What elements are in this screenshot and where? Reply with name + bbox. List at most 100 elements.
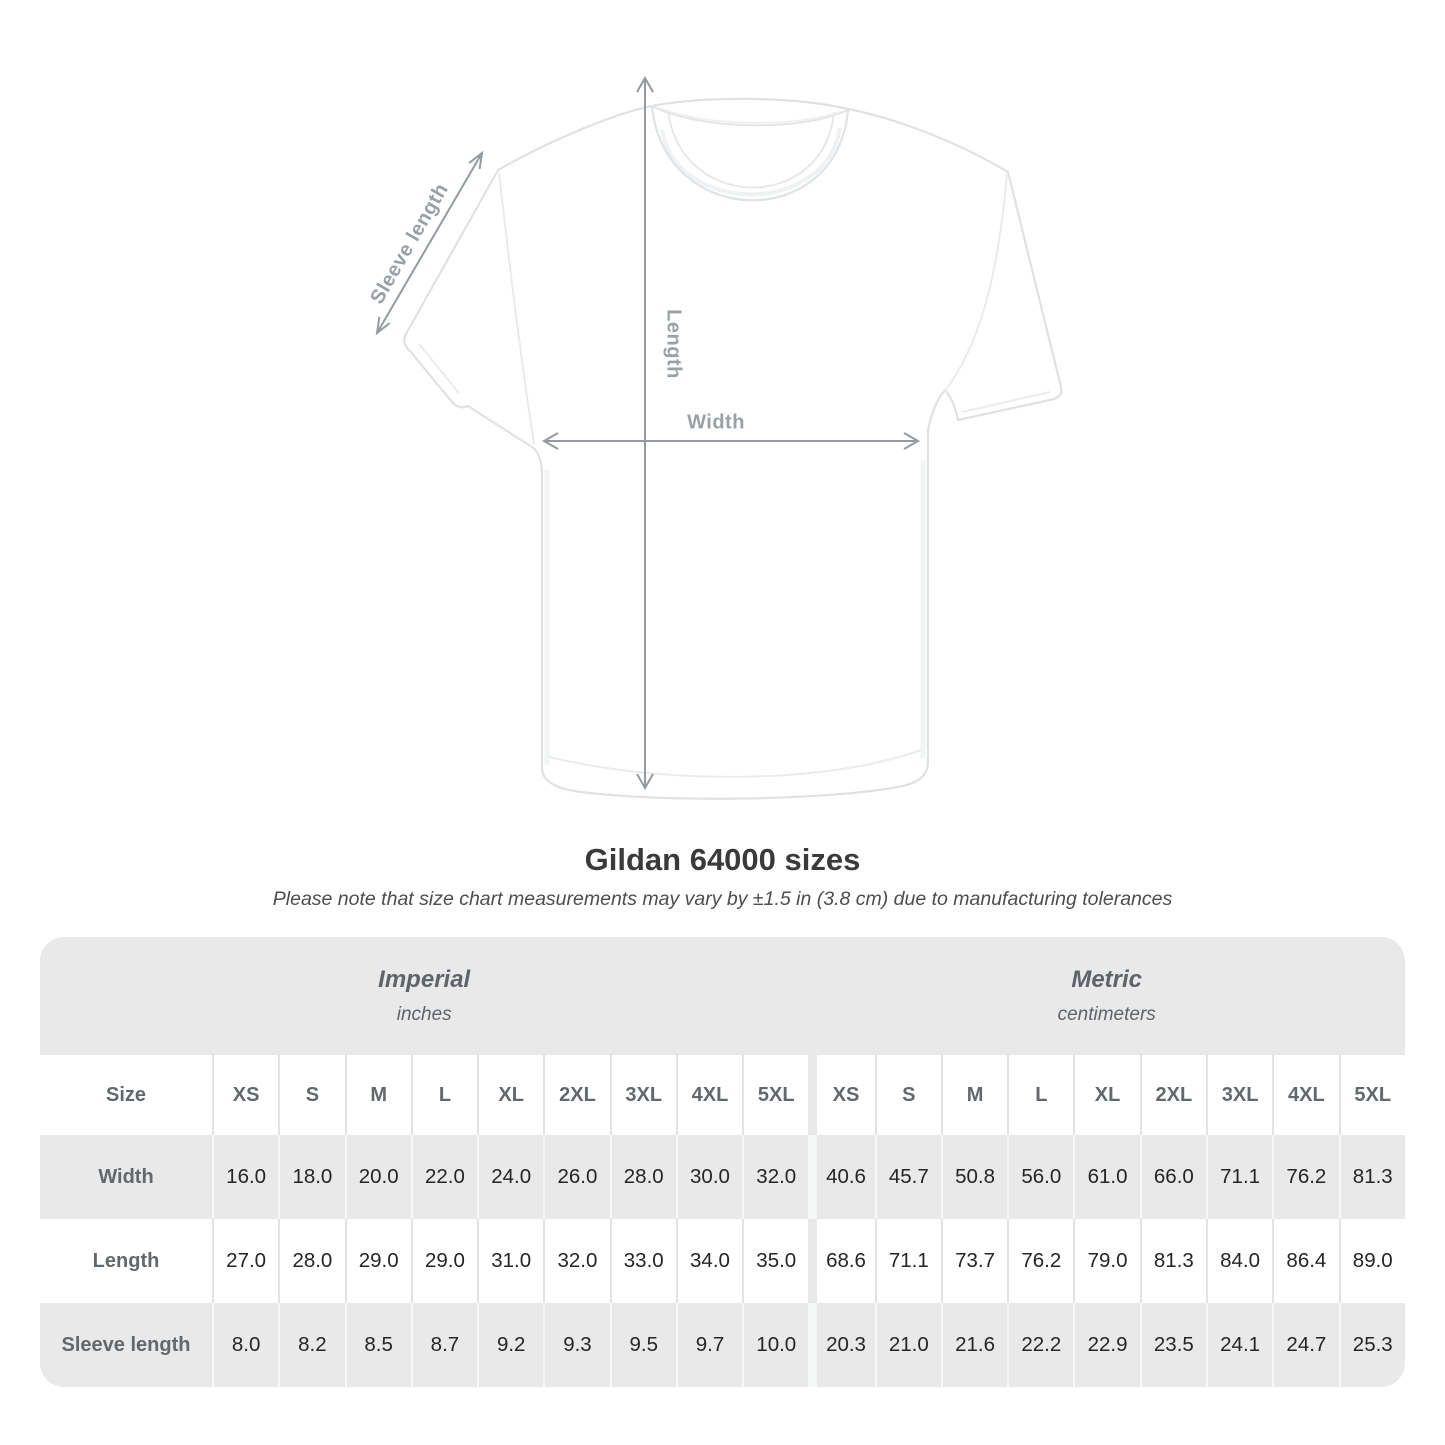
width-metric-m: 50.8 [940, 1135, 1008, 1219]
tshirt-measurement-diagram: Sleeve length Length Width [366, 75, 1063, 800]
width-metric-xl: 61.0 [1073, 1135, 1140, 1219]
sleeve-length-metric-xs: 20.3 [808, 1303, 875, 1387]
sleeve-length-imperial-3xl: 9.5 [609, 1303, 676, 1387]
width-imperial-2xl: 26.0 [543, 1135, 610, 1219]
length-arrow [636, 75, 654, 791]
width-arrow-label: Width [687, 411, 745, 434]
width-imperial-4xl: 30.0 [675, 1135, 743, 1219]
size-header-metric-l: L [1007, 1055, 1074, 1135]
size-header-metric-4xl: 4XL [1272, 1055, 1339, 1135]
length-imperial-s: 28.0 [278, 1219, 345, 1303]
tshirt-silhouette [403, 97, 1063, 800]
sleeve-length-imperial-s: 8.2 [278, 1303, 345, 1387]
length-imperial-xs: 27.0 [212, 1219, 279, 1303]
size-header-imperial-m: M [344, 1055, 411, 1135]
tshirt-illustration [375, 75, 1063, 800]
width-metric-5xl: 81.3 [1338, 1135, 1405, 1219]
row-label: Width [40, 1135, 212, 1219]
length-imperial-5xl: 35.0 [742, 1219, 809, 1303]
size-header-metric-s: S [874, 1055, 941, 1135]
width-imperial-s: 18.0 [278, 1135, 345, 1219]
width-imperial-5xl: 32.0 [742, 1135, 809, 1219]
width-imperial-l: 22.0 [410, 1135, 478, 1219]
length-metric-xl: 79.0 [1073, 1219, 1140, 1303]
page-title: Gildan 64000 sizes [584, 842, 861, 877]
length-imperial-4xl: 34.0 [675, 1219, 743, 1303]
width-metric-l: 56.0 [1007, 1135, 1074, 1219]
length-imperial-xl: 31.0 [477, 1219, 544, 1303]
width-imperial-3xl: 28.0 [609, 1135, 676, 1219]
size-column-header: Size [40, 1055, 212, 1135]
size-header-metric-5xl: 5XL [1338, 1055, 1405, 1135]
width-metric-3xl: 71.1 [1205, 1135, 1273, 1219]
size-header-metric-3xl: 3XL [1205, 1055, 1273, 1135]
sleeve-length-metric-xl: 22.9 [1073, 1303, 1140, 1387]
size-table-body: Width 16.0 18.0 20.0 22.0 24.0 26.0 28.0 30.0 32.… [40, 1135, 1405, 1387]
size-header-metric-2xl: 2XL [1139, 1055, 1206, 1135]
sleeve-length-imperial-l: 8.7 [410, 1303, 478, 1387]
metric-header: Metric centimeters [808, 937, 1405, 1055]
sleeve-length-imperial-xs: 8.0 [212, 1303, 279, 1387]
length-metric-m: 73.7 [940, 1219, 1008, 1303]
length-metric-xs: 68.6 [808, 1219, 875, 1303]
length-imperial-l: 29.0 [410, 1219, 478, 1303]
length-metric-2xl: 81.3 [1139, 1219, 1206, 1303]
length-metric-l: 76.2 [1007, 1219, 1074, 1303]
size-header-imperial-2xl: 2XL [543, 1055, 610, 1135]
size-header-imperial-4xl: 4XL [675, 1055, 743, 1135]
sleeve-length-imperial-5xl: 10.0 [742, 1303, 809, 1387]
sleeve-length-imperial-xl: 9.2 [477, 1303, 544, 1387]
sleeve-length-metric-s: 21.0 [874, 1303, 941, 1387]
width-imperial-xs: 16.0 [212, 1135, 279, 1219]
collar [650, 105, 850, 202]
sleeve-length-imperial-4xl: 9.7 [675, 1303, 743, 1387]
size-header-imperial-5xl: 5XL [742, 1055, 809, 1135]
units-header-row: Imperial inches Metric centimeters [40, 937, 1405, 1055]
sleeve-length-imperial-m: 8.5 [344, 1303, 411, 1387]
row-label: Sleeve length [40, 1303, 212, 1387]
size-header-imperial-l: L [410, 1055, 478, 1135]
width-arrow [541, 432, 921, 450]
length-metric-s: 71.1 [874, 1219, 941, 1303]
metric-label: Metric [1071, 966, 1143, 993]
imperial-label: Imperial [378, 966, 471, 993]
length-imperial-2xl: 32.0 [543, 1219, 610, 1303]
sleeve-length-metric-2xl: 23.5 [1139, 1303, 1206, 1387]
size-chart-table: Imperial inches Metric centimeters Size … [40, 937, 1405, 1387]
row-label: Length [40, 1219, 212, 1303]
sleeve-length-metric-l: 22.2 [1007, 1303, 1074, 1387]
width-imperial-m: 20.0 [344, 1135, 411, 1219]
measurement-row-width: Width 16.0 18.0 20.0 22.0 24.0 26.0 28.0 30.0 32.… [40, 1135, 1405, 1219]
width-metric-4xl: 76.2 [1272, 1135, 1339, 1219]
sleeve-length-metric-5xl: 25.3 [1338, 1303, 1405, 1387]
size-header-metric-xs: XS [808, 1055, 875, 1135]
sleeve-length-arrow [375, 150, 484, 336]
length-arrow-label: Length [662, 309, 685, 379]
metric-unit: centimeters [1057, 1004, 1156, 1025]
sleeve-length-metric-3xl: 24.1 [1205, 1303, 1273, 1387]
width-metric-s: 45.7 [874, 1135, 941, 1219]
sleeve-length-imperial-2xl: 9.3 [543, 1303, 610, 1387]
length-imperial-3xl: 33.0 [609, 1219, 676, 1303]
size-header-imperial-3xl: 3XL [609, 1055, 676, 1135]
sleeve-length-metric-4xl: 24.7 [1272, 1303, 1339, 1387]
tolerance-note: Please note that size chart measurements… [272, 888, 1173, 910]
size-guide-page: Sleeve length Length Width Gildan 64000 … [40, 75, 1405, 1387]
width-metric-2xl: 66.0 [1139, 1135, 1206, 1219]
measurement-row-sleeve-length: Sleeve length 8.0 8.2 8.5 8.7 9.2 9.3 9.5 9.7 10.… [40, 1303, 1405, 1387]
length-imperial-m: 29.0 [344, 1219, 411, 1303]
length-metric-5xl: 89.0 [1338, 1219, 1405, 1303]
imperial-header: Imperial inches [40, 937, 809, 1055]
size-header-imperial-s: S [278, 1055, 345, 1135]
size-header-imperial-xl: XL [477, 1055, 544, 1135]
measurement-arrows [375, 75, 921, 791]
length-metric-3xl: 84.0 [1205, 1219, 1273, 1303]
size-header-metric-xl: XL [1073, 1055, 1140, 1135]
length-metric-4xl: 86.4 [1272, 1219, 1339, 1303]
width-metric-xs: 40.6 [808, 1135, 875, 1219]
width-imperial-xl: 24.0 [477, 1135, 544, 1219]
sleeve-length-metric-m: 21.6 [940, 1303, 1008, 1387]
size-header-row: Size XS S M L XL 2XL 3XL 4XL 5XL XS S M L XL 2XL 3XL 4XL… [40, 1055, 1405, 1135]
size-header-metric-m: M [940, 1055, 1008, 1135]
imperial-unit: inches [396, 1004, 452, 1025]
